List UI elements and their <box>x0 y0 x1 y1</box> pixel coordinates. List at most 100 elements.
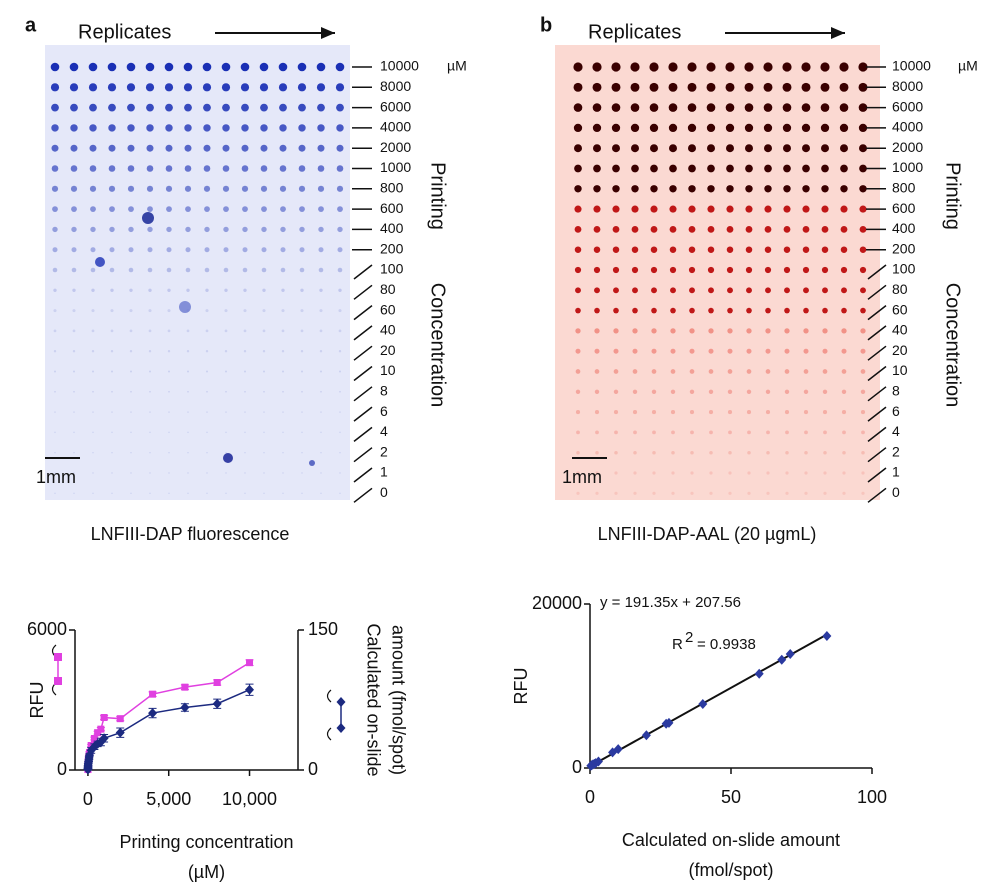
spot <box>803 287 809 293</box>
spot <box>318 206 324 212</box>
spot <box>803 226 810 233</box>
spot <box>130 472 131 473</box>
spot <box>613 267 619 273</box>
spot <box>317 83 325 91</box>
spot <box>823 471 826 474</box>
spot <box>707 165 715 173</box>
x-tick-label: 5,000 <box>146 789 191 809</box>
spot <box>301 370 303 372</box>
spot <box>709 471 712 474</box>
spot <box>688 165 696 173</box>
spot <box>263 391 265 393</box>
spot <box>632 308 638 314</box>
spot <box>707 103 716 112</box>
spot <box>206 472 207 473</box>
spot <box>690 410 694 414</box>
spot <box>130 493 131 494</box>
spot <box>822 246 829 253</box>
spot <box>52 206 58 212</box>
point <box>116 728 125 738</box>
spot <box>244 472 245 473</box>
equation: y = 191.35x + 207.56 <box>600 594 741 611</box>
y2-tick-label: 0 <box>308 759 318 779</box>
spot <box>747 451 751 455</box>
spot <box>576 390 580 394</box>
spot <box>804 492 807 495</box>
spot <box>223 227 228 232</box>
spot <box>262 289 265 292</box>
spot <box>593 103 602 112</box>
point <box>698 699 707 709</box>
concentration-label: 800 <box>380 180 404 196</box>
spot <box>282 472 283 473</box>
spot <box>861 492 864 495</box>
spot <box>225 472 226 473</box>
spot <box>671 369 676 374</box>
spot <box>130 330 133 333</box>
spot <box>224 289 227 292</box>
spot <box>840 185 847 192</box>
spot <box>592 62 601 71</box>
spot <box>167 289 170 292</box>
spot <box>318 227 323 232</box>
leader <box>354 367 372 381</box>
spot <box>652 451 656 455</box>
spot <box>633 471 636 474</box>
spot <box>300 268 305 273</box>
spot <box>804 369 809 374</box>
spot <box>130 452 131 453</box>
spot <box>147 145 154 152</box>
spot <box>860 308 866 314</box>
spot <box>187 391 189 393</box>
scale-label: 1mm <box>562 467 602 487</box>
spot <box>690 471 693 474</box>
spot <box>339 493 340 494</box>
spot <box>595 369 600 374</box>
spot <box>728 492 731 495</box>
spot <box>111 350 113 352</box>
spot <box>72 247 77 252</box>
spot <box>282 330 285 333</box>
scale-label: 1mm <box>36 467 76 487</box>
spot <box>632 287 638 293</box>
spot <box>594 226 601 233</box>
spot <box>280 145 287 152</box>
spot <box>90 145 97 152</box>
spot <box>261 206 267 212</box>
spot <box>860 328 865 333</box>
spot <box>612 185 619 192</box>
spot <box>859 185 866 192</box>
concentration-label: 10 <box>892 362 908 378</box>
spot <box>671 451 675 455</box>
spot <box>110 268 115 273</box>
spot <box>282 411 283 412</box>
spot <box>223 165 230 172</box>
spot <box>652 369 657 374</box>
spot <box>574 103 583 112</box>
y-tick-label: 0 <box>572 757 582 777</box>
spot <box>129 309 132 312</box>
spot <box>708 328 713 333</box>
spot <box>728 349 733 354</box>
spot <box>336 63 345 72</box>
array-image-a <box>45 45 350 500</box>
concentration-label: 8 <box>380 383 388 399</box>
concentration-label: 80 <box>892 281 908 297</box>
spot <box>222 63 231 72</box>
spot <box>632 267 638 273</box>
spot <box>186 268 191 273</box>
spot <box>110 289 113 292</box>
spot <box>822 226 829 233</box>
spot <box>71 186 77 192</box>
spot <box>821 124 829 132</box>
spot <box>301 411 302 412</box>
concentration-label: 80 <box>380 281 396 297</box>
spot <box>243 289 246 292</box>
concentration-label: 800 <box>892 180 916 196</box>
spot <box>168 472 169 473</box>
spot <box>840 144 848 152</box>
spot <box>651 328 656 333</box>
header: Replicates <box>588 21 681 43</box>
spot <box>614 431 618 435</box>
spot <box>279 124 286 131</box>
